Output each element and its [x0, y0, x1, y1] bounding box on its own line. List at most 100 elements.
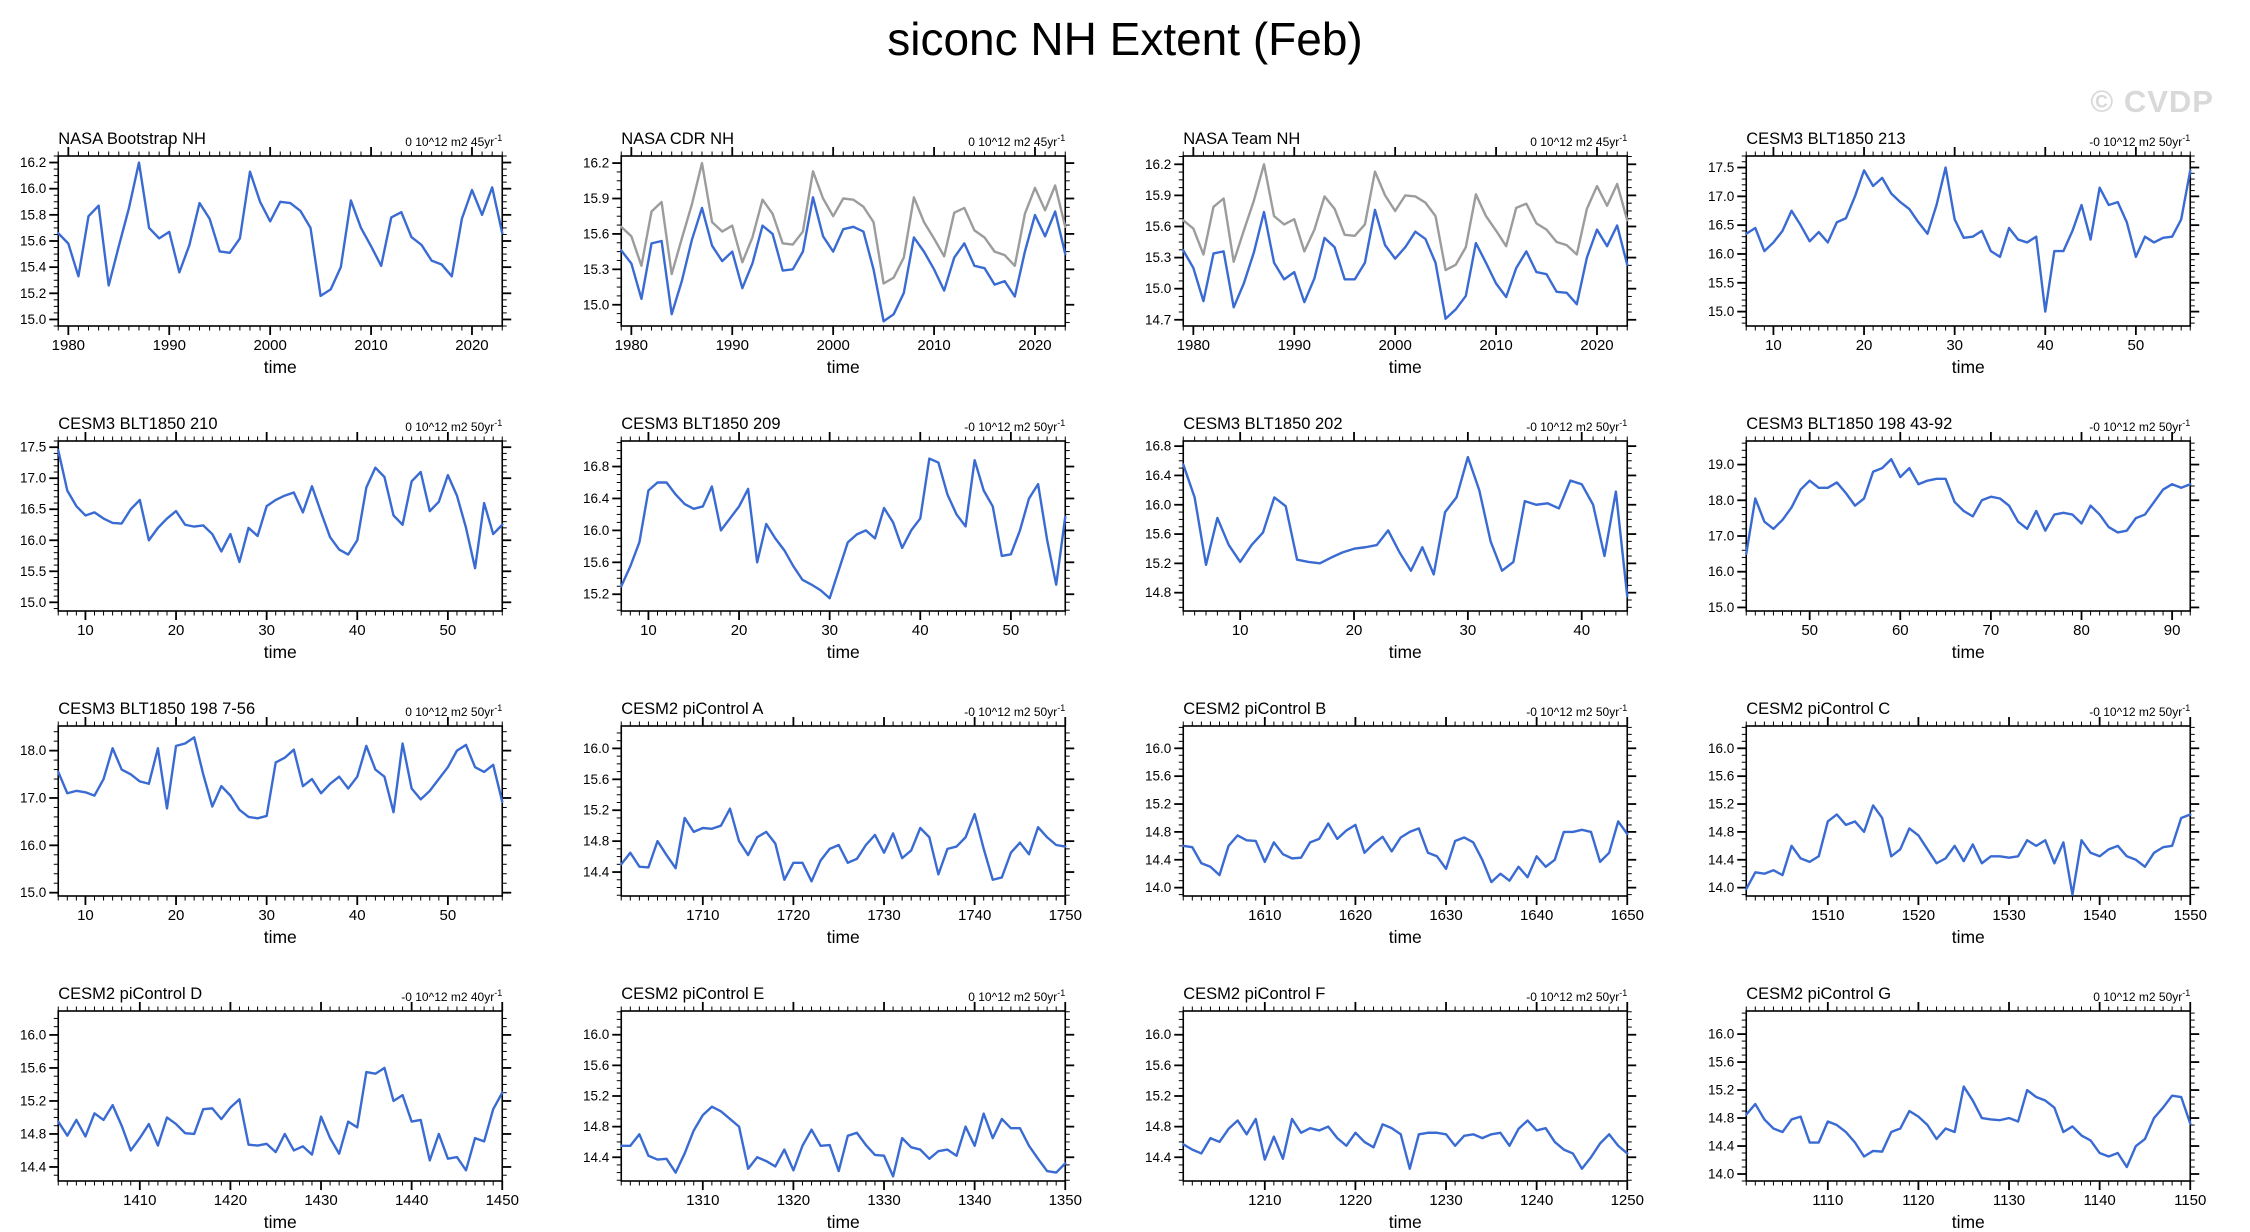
y-tick-label: 16.0	[20, 181, 46, 196]
xaxis-title: time	[1951, 1212, 1984, 1232]
series-line-primary	[1182, 820, 1629, 884]
trend-label: 0 10^12 m2 50yr-1	[405, 703, 502, 719]
x-tick-label: 1340	[957, 1192, 990, 1209]
y-tick-label: 15.3	[1145, 250, 1171, 265]
y-tick-label: 17.0	[1707, 529, 1733, 544]
trend-label: 0 10^12 m2 50yr-1	[2093, 988, 2190, 1004]
y-tick-label: 15.5	[1707, 275, 1733, 290]
chart-title: CESM3 BLT1850 209	[621, 415, 780, 433]
chart-svg: 1510 1520 1530 1540 1550 14.0 14.4 14.8 15.2 15.6…	[1707, 700, 2206, 947]
x-tick-label: 1150	[2174, 1192, 2206, 1209]
chart-panel-9: 10 20 30 40 50 15.0 16.0 17.0 18.0 CESM3 BLT1850 …	[0, 662, 563, 947]
y-tick-label: 16.8	[1145, 439, 1171, 454]
series-line-primary	[1182, 208, 1629, 320]
chart-title: CESM2 piControl C	[1746, 700, 1890, 718]
x-tick-label: 2010	[1479, 337, 1512, 354]
x-tick-label: 1550	[2173, 907, 2206, 924]
x-tick-label: 1630	[1429, 907, 1462, 924]
x-tick-label: 1730	[867, 907, 900, 924]
chart-title: CESM2 piControl F	[1183, 985, 1325, 1003]
trend-label: -0 10^12 m2 50yr-1	[2089, 703, 2190, 719]
y-tick-label: 14.0	[1707, 880, 1733, 895]
y-tick-label: 15.0	[582, 297, 608, 312]
y-tick-label: 16.2	[20, 155, 46, 170]
y-tick-label: 15.6	[1707, 1055, 1733, 1070]
y-tick-label: 16.0	[1707, 741, 1733, 756]
trend-label: 0 10^12 m2 45yr-1	[968, 133, 1065, 149]
x-tick-label: 2020	[1018, 337, 1051, 354]
x-tick-label: 20	[168, 622, 185, 639]
x-tick-label: 2000	[253, 337, 286, 354]
x-tick-label: 10	[77, 622, 94, 639]
trend-label: -0 10^12 m2 50yr-1	[2089, 418, 2190, 434]
x-tick-label: 1420	[214, 1192, 247, 1209]
y-tick-label: 14.8	[1145, 824, 1171, 839]
series-line-primary	[1744, 458, 2191, 556]
xaxis-title: time	[1951, 357, 1984, 377]
y-tick-label: 17.0	[1707, 189, 1733, 204]
x-tick-label: 1510	[1811, 907, 1844, 924]
y-tick-label: 14.8	[582, 1119, 608, 1134]
xaxis-title: time	[826, 927, 859, 947]
y-tick-label: 15.6	[1707, 769, 1733, 784]
y-tick-label: 14.8	[20, 1126, 46, 1141]
y-tick-label: 15.2	[1145, 556, 1171, 571]
x-tick-label: 20	[1855, 337, 1872, 354]
x-tick-label: 1540	[2082, 907, 2115, 924]
chart-panel-3: 1980 1990 2000 2010 2020 14.7 15.0 15.3 15.6 15.9…	[1125, 92, 1688, 377]
y-tick-label: 15.0	[1707, 600, 1733, 615]
tick-marks	[1736, 432, 2199, 620]
y-tick-label: 15.0	[1707, 304, 1733, 319]
y-tick-label: 18.0	[20, 743, 46, 758]
chart-panel-6: 10 20 30 40 50 15.2 15.6 16.0 16.4 16.8 CESM3 BLT1…	[563, 377, 1126, 662]
x-tick-label: 10	[1232, 622, 1249, 639]
plot-box	[619, 440, 1066, 612]
xaxis-title: time	[826, 357, 859, 377]
plot-box	[57, 440, 504, 612]
x-tick-label: 50	[1801, 622, 1818, 639]
x-tick-label: 20	[1346, 622, 1363, 639]
chart-title: CESM3 BLT1850 198 7-56	[58, 700, 255, 718]
series-line-primary	[1182, 455, 1629, 598]
x-tick-label: 1990	[153, 337, 186, 354]
tick-marks	[49, 432, 512, 620]
x-tick-label: 1750	[1048, 907, 1081, 924]
series-line-primary	[57, 161, 504, 298]
y-tick-label: 14.0	[1707, 1167, 1733, 1182]
y-tick-label: 14.8	[1145, 585, 1171, 600]
plot-box	[1182, 725, 1629, 897]
x-tick-label: 1320	[776, 1192, 809, 1209]
plot-box	[57, 725, 504, 897]
chart-svg: 50 60 70 80 90 15.0 16.0 17.0 18.0 19.0 CESM3 BLT1…	[1707, 415, 2199, 662]
chart-panel-10: 1710 1720 1730 1740 1750 14.4 14.8 15.2 15.6 16.0…	[563, 662, 1126, 947]
series-line-primary	[1744, 1085, 2191, 1169]
trend-label: 0 10^12 m2 50yr-1	[968, 988, 1065, 1004]
y-tick-label: 14.8	[582, 834, 608, 849]
x-tick-label: 1130	[1992, 1192, 2024, 1209]
x-tick-label: 1310	[686, 1192, 719, 1209]
series-line-primary	[619, 1105, 1066, 1178]
x-tick-label: 60	[1891, 622, 1908, 639]
x-tick-label: 2000	[816, 337, 849, 354]
x-tick-label: 30	[258, 622, 275, 639]
x-tick-label: 1990	[1278, 337, 1311, 354]
chart-panel-15: 1210 1220 1230 1240 1250 14.4 14.8 15.2 15.6 16.0…	[1125, 947, 1688, 1232]
y-tick-label: 15.6	[582, 226, 608, 241]
chart-svg: 1980 1990 2000 2010 2020 15.0 15.3 15.6 15.9 16.2…	[582, 130, 1074, 377]
y-tick-label: 14.4	[1707, 852, 1734, 867]
xaxis-title: time	[1951, 927, 1984, 947]
x-tick-label: 40	[349, 622, 366, 639]
x-tick-label: 1520	[1901, 907, 1934, 924]
xaxis-title: time	[264, 927, 297, 947]
x-tick-label: 80	[2073, 622, 2090, 639]
series-line-secondary	[1182, 163, 1629, 272]
x-tick-label: 1980	[1177, 337, 1210, 354]
x-tick-label: 1140	[2083, 1192, 2115, 1209]
y-tick-label: 15.2	[20, 1093, 46, 1108]
chart-title: NASA Bootstrap NH	[58, 130, 206, 148]
x-tick-label: 1220	[1339, 1192, 1372, 1209]
y-tick-label: 14.4	[1145, 852, 1172, 867]
plot-box	[1744, 155, 2191, 327]
x-tick-label: 1330	[867, 1192, 900, 1209]
x-tick-label: 1530	[1992, 907, 2025, 924]
